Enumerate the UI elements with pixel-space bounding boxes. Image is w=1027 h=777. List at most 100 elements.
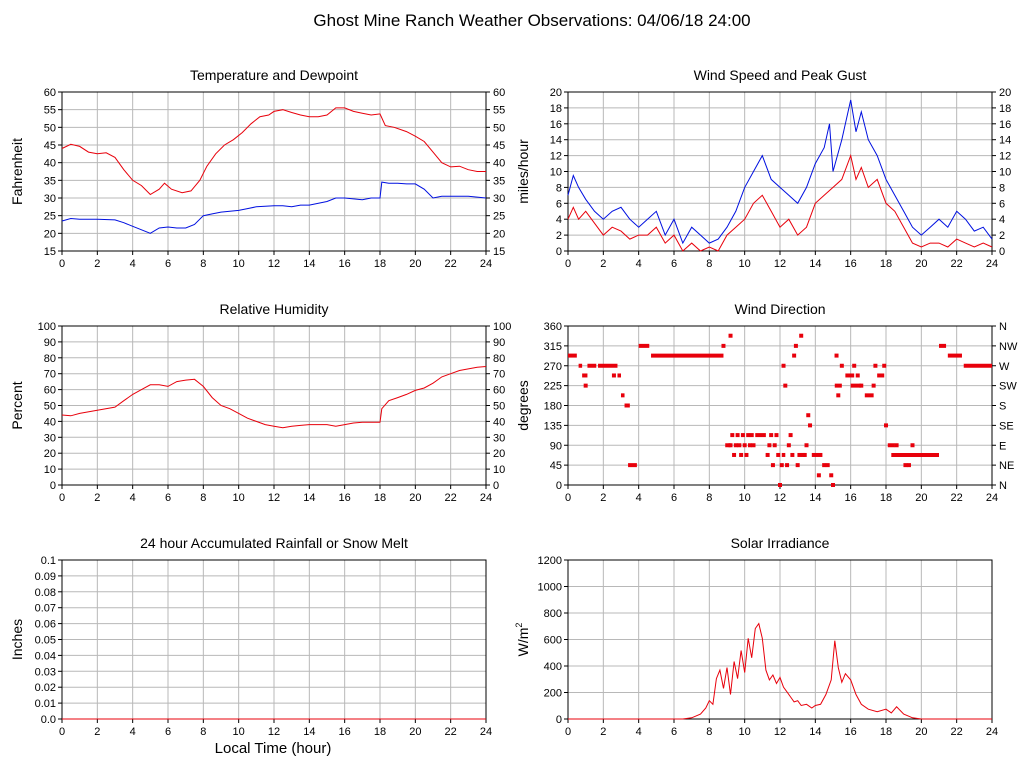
- wdir-point: [906, 463, 911, 468]
- temp-y-tick-label: 35: [44, 175, 56, 187]
- wdir-point: [894, 443, 899, 448]
- solar-chart-title: Solar Irradiance: [731, 535, 830, 551]
- rh-y-tick-label-right: 100: [493, 321, 511, 333]
- rh-y-tick-label: 20: [44, 448, 56, 460]
- wdir-y-tick-label-right: N: [999, 480, 1007, 492]
- solar-y-tick-label: 600: [544, 635, 562, 647]
- rh-x-tick-label: 12: [268, 492, 280, 504]
- rh-y-tick-label: 70: [44, 369, 56, 381]
- solar-x-tick-label: 4: [636, 726, 642, 738]
- temp-y-tick-label-right: 15: [493, 246, 505, 258]
- wdir-x-tick-label: 24: [986, 492, 998, 504]
- wind-y-tick-label: 8: [556, 182, 562, 194]
- rain-x-tick-label: 22: [445, 726, 457, 738]
- rh-y-tick-label-right: 70: [493, 369, 505, 381]
- rh-y-tick-label-right: 80: [493, 353, 505, 365]
- wdir-chart-title: Wind Direction: [734, 301, 825, 317]
- wind-x-tick-label: 22: [951, 258, 963, 270]
- wdir-y-tick-label: 270: [544, 361, 562, 373]
- rain-x-tick-label: 18: [374, 726, 386, 738]
- rh-x-tick-label: 22: [445, 492, 457, 504]
- temp-y-tick-label: 15: [44, 246, 56, 258]
- rain-y-tick-label: 0.02: [35, 682, 56, 694]
- solar-y-tick-label: 0: [556, 714, 562, 726]
- rh-y-tick-label: 100: [38, 321, 56, 333]
- solar-x-tick-label: 20: [915, 726, 927, 738]
- wind-series-wind_speed: [567, 153, 993, 252]
- wdir-point: [790, 452, 795, 457]
- rain-y-tick-label: 0.07: [35, 603, 56, 615]
- wind-x-tick-label: 6: [671, 258, 677, 270]
- temp-y-tick-label-right: 55: [493, 105, 505, 117]
- wdir-x-tick-label: 18: [880, 492, 892, 504]
- wdir-point: [903, 463, 908, 468]
- temp-y-tick-label: 45: [44, 140, 56, 152]
- temp-y-tick-label-right: 40: [493, 158, 505, 170]
- rain-chart-title: 24 hour Accumulated Rainfall or Snow Mel…: [140, 535, 408, 551]
- rh-y-tick-label: 50: [44, 401, 56, 413]
- wdir-point: [772, 443, 777, 448]
- wdir-y-tick-label-right: NW: [999, 341, 1018, 353]
- temp-x-tick-label: 0: [59, 258, 65, 270]
- wdir-point: [744, 452, 749, 457]
- wdir-point: [825, 463, 830, 468]
- wdir-point: [806, 413, 811, 418]
- rh-y-tick-label: 10: [44, 464, 56, 476]
- wind-x-tick-label: 8: [706, 258, 712, 270]
- x-axis-label: Local Time (hour): [215, 740, 332, 757]
- wind-y-tick-label-right: 16: [999, 119, 1011, 131]
- temp-y-tick-label: 40: [44, 158, 56, 170]
- wdir-point: [802, 452, 807, 457]
- rain-x-tick-label: 0: [59, 726, 65, 738]
- wdir-point: [739, 452, 744, 457]
- temp-x-tick-label: 16: [339, 258, 351, 270]
- wdir-point: [799, 333, 804, 338]
- wdir-point: [829, 473, 834, 478]
- temp-x-tick-label: 12: [268, 258, 280, 270]
- temp-series-dewpoint: [61, 181, 487, 234]
- rh-y-tick-label-right: 10: [493, 464, 505, 476]
- temp-x-tick-label: 24: [480, 258, 492, 270]
- wind-y-tick-label-right: 2: [999, 230, 1005, 242]
- wind-y-tick-label-right: 6: [999, 198, 1005, 210]
- wdir-point: [737, 443, 742, 448]
- wind-y-tick-label-right: 12: [999, 151, 1011, 163]
- rh-y-axis-label: Percent: [9, 381, 25, 429]
- solar-y-axis-label: W/m2: [514, 623, 531, 657]
- rain-x-tick-label: 8: [200, 726, 206, 738]
- wdir-point: [859, 383, 864, 388]
- rh-chart-title: Relative Humidity: [220, 301, 329, 317]
- wdir-point: [852, 363, 857, 368]
- wdir-point: [831, 483, 835, 487]
- wind-y-tick-label: 2: [556, 230, 562, 242]
- wdir-point: [747, 443, 752, 448]
- rain-y-tick-label: 0.05: [35, 635, 56, 647]
- solar-y-tick-label: 800: [544, 608, 562, 620]
- rh-x-tick-label: 4: [130, 492, 136, 504]
- rh-x-tick-label: 10: [233, 492, 245, 504]
- wdir-point: [783, 383, 788, 388]
- wind-y-tick-label-right: 10: [999, 167, 1011, 179]
- rh-x-tick-label: 0: [59, 492, 65, 504]
- wdir-point: [742, 443, 747, 448]
- wind-x-tick-label: 24: [986, 258, 998, 270]
- wdir-x-tick-label: 14: [809, 492, 821, 504]
- wdir-y-tick-label: 45: [550, 460, 562, 472]
- wdir-point: [795, 463, 800, 468]
- wind-x-tick-label: 16: [845, 258, 857, 270]
- wind-y-tick-label-right: 4: [999, 214, 1005, 226]
- wdir-point: [732, 452, 737, 457]
- wdir-point: [785, 463, 790, 468]
- temp-y-tick-label: 25: [44, 211, 56, 223]
- wind-y-tick-label: 12: [550, 151, 562, 163]
- temp-y-tick-label-right: 20: [493, 228, 505, 240]
- wdir-x-tick-label: 4: [636, 492, 642, 504]
- wind-chart-title: Wind Speed and Peak Gust: [694, 67, 867, 83]
- wdir-point: [774, 433, 779, 438]
- wdir-point: [746, 433, 751, 438]
